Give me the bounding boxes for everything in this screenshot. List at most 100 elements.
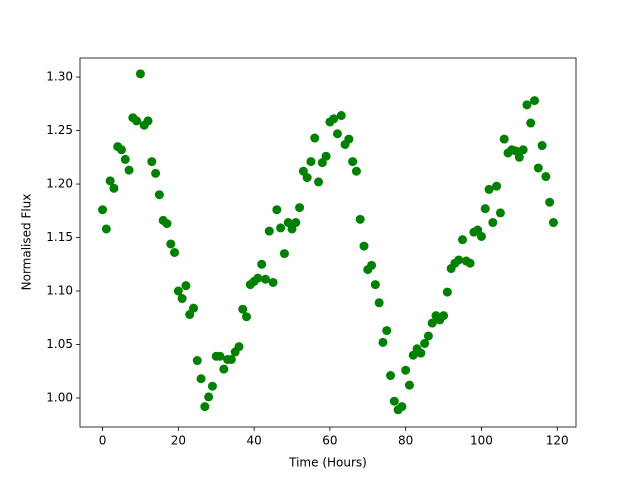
point <box>162 219 172 229</box>
point <box>215 351 225 361</box>
y-tick-label: 1.30 <box>46 70 73 84</box>
point <box>397 402 407 412</box>
point <box>109 183 119 193</box>
y-tick-label: 1.15 <box>46 230 73 244</box>
point <box>332 129 342 139</box>
y-tick-label: 1.20 <box>46 177 73 191</box>
point <box>268 277 278 287</box>
point <box>499 134 509 144</box>
point <box>196 374 206 384</box>
point <box>386 371 396 381</box>
point <box>120 154 130 164</box>
point <box>306 157 316 167</box>
x-tick-label: 60 <box>322 434 337 448</box>
point <box>154 190 164 200</box>
point <box>401 365 411 375</box>
x-tick-label: 20 <box>171 434 186 448</box>
point <box>151 168 161 178</box>
point <box>348 157 358 167</box>
point <box>329 114 339 124</box>
point <box>116 145 126 155</box>
x-axis-label: Time (Hours) <box>288 456 367 470</box>
point <box>105 176 115 186</box>
point <box>192 356 202 366</box>
point <box>423 331 433 341</box>
point <box>488 218 498 228</box>
point <box>382 326 392 336</box>
point <box>238 304 248 314</box>
point <box>260 274 270 284</box>
point <box>355 214 365 224</box>
point <box>484 184 494 194</box>
point <box>439 311 449 321</box>
point <box>98 205 108 215</box>
point <box>207 381 217 391</box>
point <box>173 286 183 296</box>
point <box>378 337 388 347</box>
point <box>257 259 267 269</box>
point <box>367 260 377 270</box>
point <box>177 294 187 304</box>
point <box>166 239 176 249</box>
x-tick-label: 100 <box>470 434 493 448</box>
point <box>101 224 111 234</box>
y-axis-label: Normalised Flux <box>20 194 34 291</box>
point <box>351 166 361 176</box>
point <box>374 298 384 308</box>
point <box>147 157 157 167</box>
point <box>344 134 354 144</box>
point <box>416 348 426 358</box>
point <box>276 223 286 233</box>
point <box>204 392 214 402</box>
point <box>492 181 502 191</box>
point <box>264 226 274 236</box>
point <box>226 354 236 364</box>
y-tick-label: 1.05 <box>46 337 73 351</box>
point <box>420 338 430 348</box>
point <box>389 396 399 406</box>
point <box>533 163 543 173</box>
point <box>321 151 331 161</box>
axes-frame <box>79 57 577 428</box>
point <box>442 287 452 297</box>
point <box>537 141 547 151</box>
point <box>495 208 505 218</box>
point <box>548 218 558 228</box>
point <box>181 281 191 291</box>
point <box>545 197 555 207</box>
point <box>242 312 252 322</box>
point <box>234 342 244 352</box>
point <box>188 303 198 313</box>
point <box>132 116 142 126</box>
point <box>336 111 346 121</box>
point <box>314 177 324 187</box>
point <box>143 116 153 126</box>
point <box>522 100 532 110</box>
point <box>302 173 312 183</box>
point <box>518 145 528 155</box>
point <box>124 165 134 175</box>
x-tick-label: 120 <box>546 434 569 448</box>
point <box>458 235 468 245</box>
point <box>253 273 263 283</box>
point <box>170 248 180 258</box>
point <box>279 249 289 259</box>
point <box>310 133 320 143</box>
point <box>541 172 551 182</box>
point <box>135 69 145 79</box>
y-tick-label: 1.10 <box>46 284 73 298</box>
point <box>404 380 414 390</box>
point <box>272 205 282 215</box>
point <box>370 280 380 290</box>
x-tick-label: 80 <box>398 434 413 448</box>
x-tick-label: 40 <box>246 434 261 448</box>
point <box>480 204 490 214</box>
x-tick-label: 0 <box>99 434 107 448</box>
point <box>476 231 486 241</box>
point <box>359 241 369 251</box>
point <box>526 118 536 128</box>
y-tick-label: 1.00 <box>46 391 73 405</box>
point <box>514 152 524 162</box>
point <box>454 255 464 265</box>
